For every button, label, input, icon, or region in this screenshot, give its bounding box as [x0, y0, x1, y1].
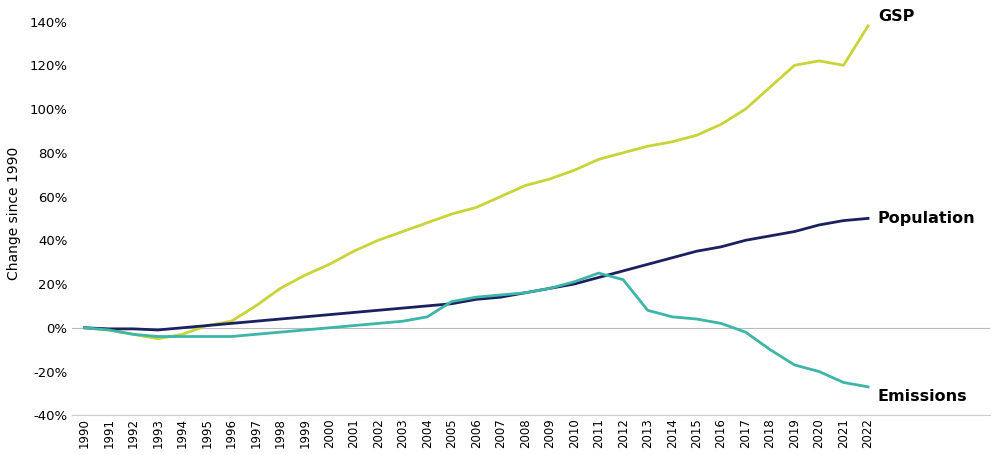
- Y-axis label: Change since 1990: Change since 1990: [7, 147, 21, 279]
- Text: Emissions: Emissions: [878, 389, 967, 404]
- Text: GSP: GSP: [878, 9, 914, 24]
- Text: Population: Population: [878, 211, 975, 226]
